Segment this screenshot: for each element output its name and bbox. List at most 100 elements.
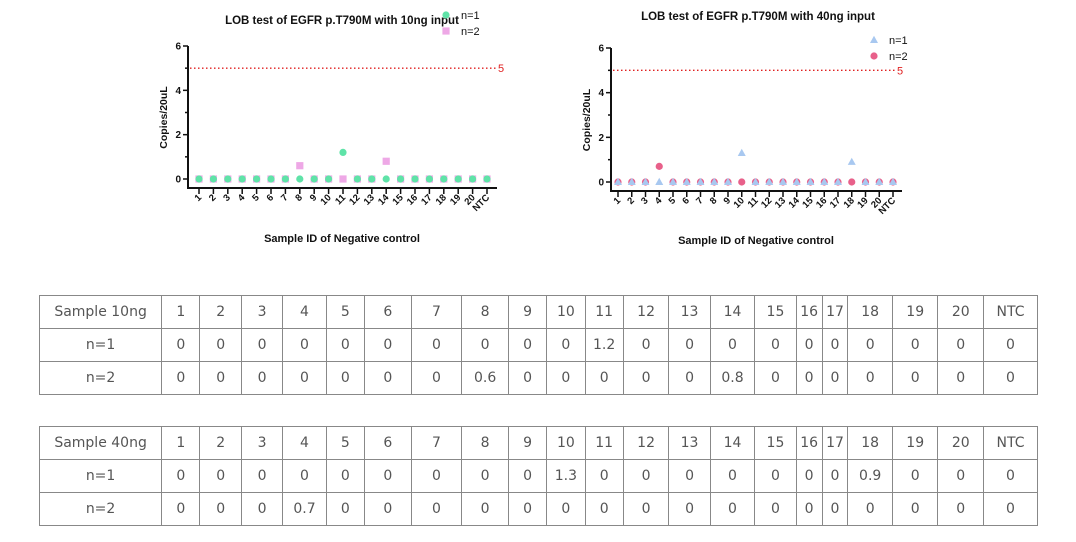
table-cell: 0 <box>364 492 412 526</box>
x-tick-label: 6 <box>680 195 692 207</box>
table-cell: 0 <box>847 361 893 395</box>
data-point <box>454 175 462 183</box>
table-cell: 0 <box>668 459 711 493</box>
table-cell: 0 <box>199 459 242 493</box>
table-header-cell: 2 <box>199 426 242 460</box>
table-header-cell: 4 <box>282 426 327 460</box>
table-cell: 0 <box>410 492 463 526</box>
table-cell: 0 <box>282 361 327 395</box>
table-cell: 0 <box>821 328 849 362</box>
data-point <box>368 175 376 183</box>
legend-label: n=2 <box>461 26 480 38</box>
table-cell: 0 <box>364 361 412 395</box>
table-cell: 0.8 <box>709 361 756 395</box>
data-point <box>696 177 705 185</box>
table-header-cell: 6 <box>364 295 412 329</box>
table-header-cell: 18 <box>847 295 893 329</box>
data-point <box>751 177 760 185</box>
table-cell: 0 <box>891 361 939 395</box>
table-header-row: Sample 10ng 1 2 3 4 5 6 7 8 9 10 11 12 13 14 15 16 17 18 19… <box>38 295 1038 329</box>
data-point <box>655 177 664 185</box>
table-cell: 0.6 <box>461 361 509 395</box>
data-point <box>469 175 477 183</box>
table-cell: 0.7 <box>282 492 327 526</box>
table-cell: 0 <box>507 492 548 526</box>
table-cell: 0 <box>546 361 586 395</box>
table-cell: 0 <box>461 492 509 526</box>
data-point <box>861 177 870 185</box>
legend-label: n=2 <box>889 51 908 63</box>
table-header-cell: 18 <box>847 426 893 460</box>
x-axis-label: Sample ID of Negative control <box>264 233 420 245</box>
table-row: n=1 0 0 0 0 0 0 0 0 0 1.3 0 0 0 0 0 0 0 0.9 0 0 0 <box>38 459 1038 493</box>
chart-40ng: LOB test of EGFR p.T790M with 40ng input… <box>581 11 908 247</box>
y-tick-label: 4 <box>175 86 181 97</box>
table-header-cell: 10 <box>546 426 586 460</box>
table-cell: 0 <box>161 492 201 526</box>
table-header-cell: 13 <box>668 426 711 460</box>
table-cell: 0 <box>754 328 797 362</box>
table-header-label: Sample 10ng <box>38 295 163 329</box>
data-point <box>765 177 774 185</box>
threshold-label: 5 <box>897 65 903 77</box>
table-cell: 0 <box>410 459 463 493</box>
table-cell: 0 <box>161 328 201 362</box>
table-header-cell: NTC <box>983 295 1038 329</box>
table-header-cell: 14 <box>709 426 756 460</box>
table-header-cell: 14 <box>709 295 756 329</box>
data-point <box>425 175 433 183</box>
table-header-cell: 15 <box>754 426 797 460</box>
table-cell: 0 <box>461 459 509 493</box>
x-tick-label: 2 <box>207 192 219 204</box>
table-header-cell: 10 <box>546 295 586 329</box>
table-header-cell: 7 <box>410 426 463 460</box>
table-header-cell: 17 <box>821 426 849 460</box>
table-cell: 0 <box>847 492 893 526</box>
table-cell: 0 <box>821 492 849 526</box>
row-label: n=1 <box>38 459 163 493</box>
table-cell: 0 <box>461 328 509 362</box>
y-tick-label: 6 <box>175 42 181 53</box>
table-cell: 0 <box>754 492 797 526</box>
table-cell: 0 <box>795 361 823 395</box>
table-cell: 0 <box>199 492 242 526</box>
table-row: n=1 0 0 0 0 0 0 0 0 0 0 1.2 0 0 0 0 0 0 0 0 0 0 <box>38 328 1038 362</box>
table-cell: 0 <box>754 361 797 395</box>
table-cell: 0 <box>821 459 849 493</box>
table-cell: 0 <box>821 361 849 395</box>
table-cell: 0 <box>622 492 670 526</box>
data-point <box>875 177 884 185</box>
table-cell: 0 <box>325 361 366 395</box>
table-cell: 0 <box>795 328 823 362</box>
table-cell: 0 <box>937 459 985 493</box>
data-point <box>397 175 405 183</box>
table-cell: 0 <box>410 361 463 395</box>
data-point <box>253 175 261 183</box>
y-tick-label: 6 <box>598 44 604 55</box>
table-header-cell: 16 <box>795 426 823 460</box>
data-point <box>296 175 304 183</box>
x-tick-label: 3 <box>221 192 233 204</box>
data-point <box>382 175 390 183</box>
table-cell: 0 <box>668 328 711 362</box>
table-40ng: Sample 40ng 1 2 3 4 5 6 7 8 9 10 11 12 13 14 15 16 17 18 19… <box>38 426 1038 526</box>
table-cell: 0 <box>364 459 412 493</box>
y-tick-label: 4 <box>598 88 604 99</box>
table-header-cell: 3 <box>240 426 284 460</box>
table-cell: 0 <box>891 492 939 526</box>
data-point <box>792 177 801 185</box>
data-point <box>738 178 746 186</box>
table-cell: 0 <box>325 459 366 493</box>
table-header-row: Sample 40ng 1 2 3 4 5 6 7 8 9 10 11 12 13 14 15 16 17 18 19… <box>38 426 1038 460</box>
table-cell: 0 <box>847 328 893 362</box>
table-cell: 0 <box>199 361 242 395</box>
data-point <box>325 175 333 183</box>
data-point <box>889 177 897 185</box>
data-point <box>779 177 787 185</box>
table-row: n=2 0 0 0 0.7 0 0 0 0 0 0 0 0 0 0 0 0 0 0 0 0 0 <box>38 492 1038 526</box>
table-header-cell: 3 <box>240 295 284 329</box>
table-cell: 0 <box>240 361 284 395</box>
table-header-cell: 6 <box>364 426 412 460</box>
table-header-cell: 11 <box>584 295 624 329</box>
table-cell: 0 <box>622 361 670 395</box>
